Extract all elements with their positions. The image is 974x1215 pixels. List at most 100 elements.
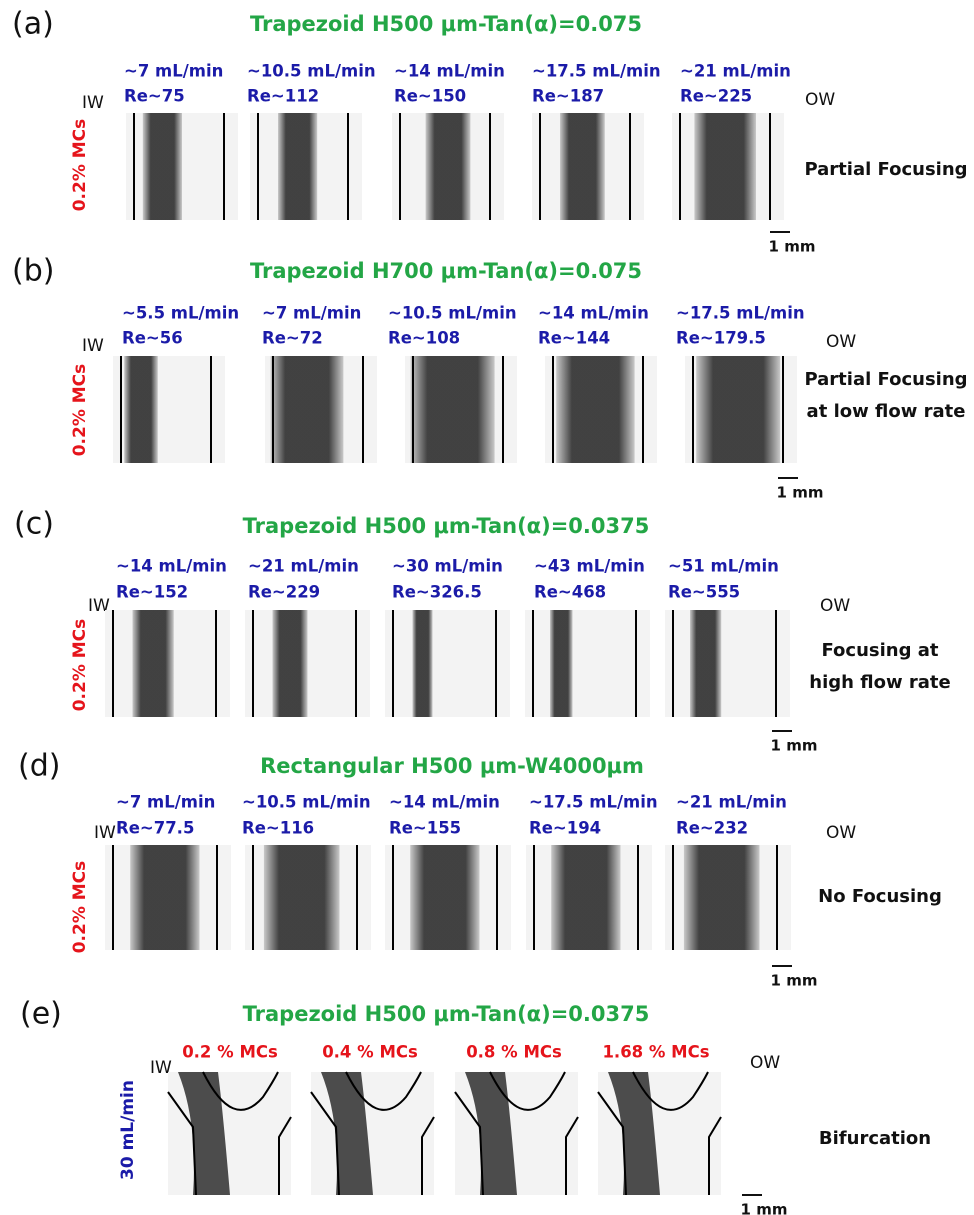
reynolds-number: Re~229	[248, 583, 320, 602]
scale-label: 1 mm	[769, 238, 816, 256]
panel-title: Rectangular H500 μm-W4000μm	[260, 754, 644, 778]
micrograph	[245, 845, 371, 950]
reynolds-number: Re~144	[538, 329, 610, 348]
particle-stream	[278, 113, 317, 220]
particle-stream	[143, 113, 182, 220]
particle-stream	[130, 845, 199, 950]
image-background	[385, 610, 510, 717]
flow-rate: ~7 mL/min	[262, 304, 361, 323]
reynolds-number: Re~77.5	[116, 819, 194, 838]
particle-stream	[696, 356, 780, 463]
micrograph	[665, 845, 791, 950]
particle-stream	[550, 610, 573, 717]
inner-wall-label: IW	[94, 823, 116, 843]
panel-label: (c)	[14, 507, 54, 542]
outer-wall-label: OW	[826, 823, 856, 843]
reynolds-number: Re~72	[262, 329, 323, 348]
particle-stream	[684, 845, 760, 950]
side-label: 30 mL/min	[118, 1080, 138, 1180]
figure: (a)Trapezoid H500 μm-Tan(α)=0.075IWOW0.2…	[0, 0, 974, 1215]
image-background	[665, 610, 790, 717]
micrograph	[672, 113, 784, 220]
reynolds-number: Re~155	[389, 819, 461, 838]
panel-label: (d)	[18, 749, 60, 784]
reynolds-number: Re~225	[680, 87, 752, 106]
particle-stream	[560, 113, 605, 220]
particle-stream	[413, 610, 433, 717]
reynolds-number: Re~56	[122, 329, 183, 348]
flow-rate: ~17.5 mL/min	[529, 793, 658, 812]
image-background	[525, 610, 650, 717]
micrograph	[265, 356, 377, 463]
scale-label: 1 mm	[771, 972, 818, 990]
panel-title: Trapezoid H500 μm-Tan(α)=0.0375	[243, 1002, 650, 1026]
particle-stream	[133, 610, 174, 717]
scale-label: 1 mm	[771, 737, 818, 755]
flow-rate: ~14 mL/min	[538, 304, 649, 323]
micrograph	[250, 113, 362, 220]
inner-wall-label: IW	[82, 336, 104, 356]
result-text: Bifurcation	[819, 1128, 931, 1149]
reynolds-number: Re~194	[529, 819, 601, 838]
flow-rate: ~10.5 mL/min	[388, 304, 517, 323]
condition-label: 0.8 % MCs	[466, 1043, 562, 1062]
result-text: Partial Focusing	[804, 369, 967, 390]
micrograph	[392, 113, 504, 220]
scale-label: 1 mm	[741, 1201, 788, 1215]
condition-label: 0.2 % MCs	[182, 1043, 278, 1062]
scale-label: 1 mm	[777, 484, 824, 502]
outer-wall-label: OW	[820, 596, 850, 616]
particle-stream	[271, 356, 344, 463]
reynolds-number: Re~152	[116, 583, 188, 602]
flow-rate: ~7 mL/min	[124, 62, 223, 81]
particle-stream	[264, 845, 340, 950]
particle-stream	[124, 356, 158, 463]
side-label: 0.2% MCs	[70, 619, 90, 712]
particle-stream	[410, 845, 479, 950]
reynolds-number: Re~326.5	[392, 583, 482, 602]
flow-rate: ~21 mL/min	[248, 557, 359, 576]
micrograph	[311, 1072, 434, 1195]
micrograph	[385, 610, 510, 717]
flow-rate: ~17.5 mL/min	[532, 62, 661, 81]
panel-label: (e)	[20, 997, 62, 1032]
micrograph	[105, 845, 231, 950]
reynolds-number: Re~75	[124, 87, 185, 106]
reynolds-number: Re~108	[388, 329, 460, 348]
micrograph	[526, 845, 652, 950]
micrograph	[525, 610, 650, 717]
reynolds-number: Re~555	[668, 583, 740, 602]
micrograph	[113, 356, 225, 463]
reynolds-number: Re~179.5	[676, 329, 766, 348]
outer-wall-label: OW	[750, 1053, 780, 1073]
reynolds-number: Re~468	[534, 583, 606, 602]
flow-rate: ~21 mL/min	[680, 62, 791, 81]
micrograph	[105, 610, 230, 717]
micrograph	[598, 1072, 721, 1195]
flow-rate: ~51 mL/min	[668, 557, 779, 576]
result-text: Partial Focusing	[804, 159, 967, 180]
result-text: Focusing at	[821, 640, 938, 661]
micrograph	[532, 113, 644, 220]
particle-stream	[426, 113, 471, 220]
particle-stream	[690, 610, 721, 717]
reynolds-number: Re~112	[247, 87, 319, 106]
particle-stream	[556, 356, 634, 463]
particle-stream	[411, 356, 495, 463]
condition-label: 0.4 % MCs	[322, 1043, 418, 1062]
flow-rate: ~14 mL/min	[394, 62, 505, 81]
result-text: at low flow rate	[807, 401, 966, 422]
panel-label: (b)	[12, 254, 54, 289]
reynolds-number: Re~150	[394, 87, 466, 106]
reynolds-number: Re~232	[676, 819, 748, 838]
particle-stream	[273, 610, 308, 717]
flow-rate: ~14 mL/min	[116, 557, 227, 576]
flow-rate: ~14 mL/min	[389, 793, 500, 812]
panel-label: (a)	[12, 7, 54, 42]
outer-wall-label: OW	[805, 90, 835, 110]
micrograph	[126, 113, 238, 220]
flow-rate: ~10.5 mL/min	[242, 793, 371, 812]
micrograph	[665, 610, 790, 717]
result-text: No Focusing	[818, 886, 942, 907]
micrograph	[245, 610, 370, 717]
